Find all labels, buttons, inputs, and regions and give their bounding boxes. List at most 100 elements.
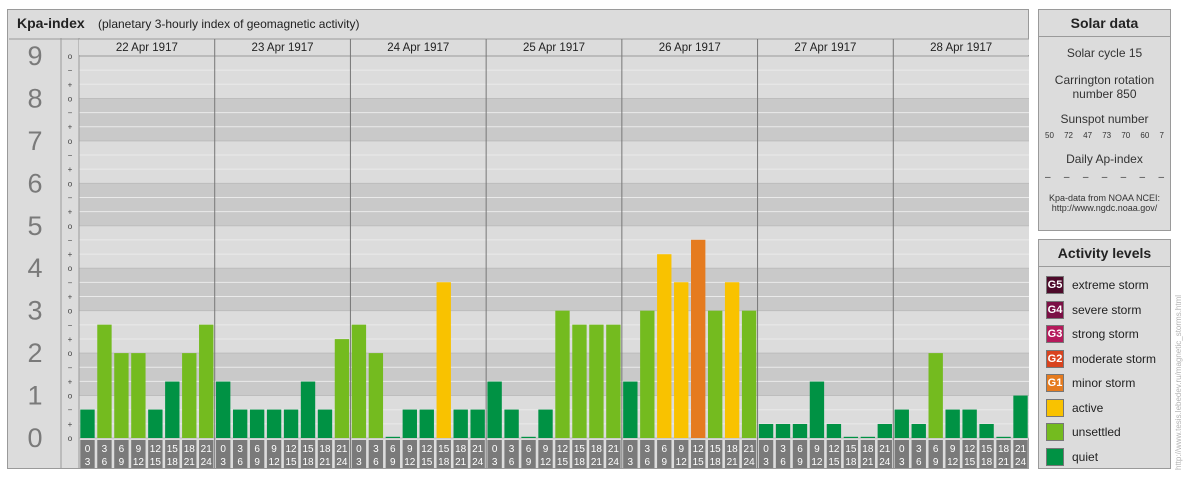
y-major-tick-label: 3 [27, 296, 42, 326]
interval-box [80, 440, 95, 468]
interval-box [165, 440, 180, 468]
activity-legend: G5 extreme storm G4 severe storm G3 strong … [1039, 267, 1170, 469]
kp-bar [182, 353, 197, 438]
kp-bar [436, 282, 451, 438]
y-minor-tick-label: o [68, 307, 73, 316]
y-minor-tick-label: + [68, 250, 73, 259]
y-major-tick-label: 7 [27, 126, 42, 156]
interval-end-label: 15 [285, 457, 297, 468]
kp-bar [419, 409, 434, 438]
kp-bar [368, 353, 384, 438]
interval-end-label: 21 [998, 457, 1010, 468]
legend-item-strong-storm: G3 strong storm [1039, 322, 1170, 347]
interval-end-label: 18 [845, 457, 857, 468]
kp-bar [707, 310, 723, 438]
interval-end-label: 12 [404, 457, 416, 468]
interval-box [521, 440, 536, 468]
interval-start-label: 6 [254, 444, 260, 455]
interval-start-label: 9 [543, 444, 549, 455]
interval-start-label: 0 [628, 444, 634, 455]
interval-end-label: 21 [591, 457, 603, 468]
kp-bar [928, 353, 943, 438]
interval-box [657, 440, 672, 468]
interval-start-label: 15 [167, 444, 179, 455]
interval-start-label: 0 [220, 444, 226, 455]
interval-start-label: 3 [916, 444, 922, 455]
interval-end-label: 9 [933, 457, 939, 468]
interval-box [453, 440, 468, 468]
interval-start-label: 0 [85, 444, 91, 455]
kp-bar [131, 353, 146, 438]
y-minor-tick-label: + [68, 208, 73, 217]
y-minor-tick-label: + [68, 420, 73, 429]
y-minor-tick-label: + [68, 80, 73, 89]
legend-item-active: active [1039, 396, 1170, 421]
interval-end-label: 6 [373, 457, 379, 468]
interval-start-label: 0 [899, 444, 905, 455]
interval-start-label: 18 [591, 444, 603, 455]
kp-bar [741, 310, 757, 438]
interval-start-label: 12 [285, 444, 297, 455]
interval-box [962, 440, 977, 468]
interval-box [877, 440, 892, 468]
y-minor-tick-label: + [68, 123, 73, 132]
kp-bar [538, 409, 553, 438]
kp-bar [232, 409, 248, 438]
interval-end-label: 9 [390, 457, 396, 468]
legend-label: severe storm [1072, 302, 1142, 317]
day-label: 25 Apr 1917 [523, 42, 585, 54]
interval-end-label: 3 [899, 457, 905, 468]
interval-start-label: 12 [693, 444, 705, 455]
interval-box [572, 440, 587, 468]
interval-end-label: 9 [254, 457, 260, 468]
kp-band [79, 56, 1029, 99]
y-major-tick-label: 5 [27, 211, 42, 241]
legend-swatch: G5 [1046, 276, 1064, 295]
kp-bar [80, 409, 95, 438]
ap-index-value: – [1139, 172, 1146, 183]
y-minor-tick-label: − [68, 193, 73, 202]
kp-bar [453, 409, 468, 438]
kp-bar [249, 409, 265, 438]
kp-bar [334, 339, 350, 438]
legend-swatch: G3 [1046, 325, 1064, 344]
y-minor-tick-label: + [68, 165, 73, 174]
solar-cycle: Solar cycle 15 [1066, 46, 1143, 60]
y-minor-tick-label: − [68, 109, 73, 118]
interval-end-label: 3 [628, 457, 634, 468]
interval-box [691, 440, 706, 468]
interval-end-label: 6 [237, 457, 243, 468]
kp-bar [657, 254, 672, 438]
interval-end-label: 12 [811, 457, 823, 468]
kp-bar [300, 381, 316, 438]
ap-index-value: – [1082, 172, 1089, 183]
interval-end-label: 18 [302, 457, 314, 468]
legend-swatch [1046, 398, 1064, 417]
kp-bar [877, 423, 892, 438]
interval-start-label: 0 [356, 444, 362, 455]
interval-start-label: 21 [608, 444, 620, 455]
interval-end-label: 24 [472, 457, 484, 468]
interval-start-label: 18 [319, 444, 331, 455]
interval-start-label: 3 [645, 444, 651, 455]
kp-bar [317, 409, 333, 438]
interval-end-label: 15 [557, 457, 569, 468]
ap-index-value: – [1063, 172, 1070, 183]
kp-bar [521, 436, 536, 438]
day-label: 22 Apr 1917 [116, 42, 178, 54]
activity-levels-title: Activity levels [1039, 240, 1170, 267]
interval-box [606, 440, 621, 468]
legend-label: minor storm [1072, 376, 1136, 391]
ap-index-value: – [1045, 172, 1051, 183]
interval-start-label: 21 [879, 444, 891, 455]
ap-index-value: – [1120, 172, 1127, 183]
y-minor-tick-label: o [68, 137, 73, 146]
interval-box [555, 440, 570, 468]
y-major-tick-label: 9 [27, 41, 42, 71]
y-minor-tick-label: o [68, 349, 73, 358]
interval-start-label: 3 [373, 444, 379, 455]
interval-box [538, 440, 553, 468]
kp-bar [266, 409, 282, 438]
interval-end-label: 18 [981, 457, 993, 468]
interval-end-label: 24 [336, 457, 348, 468]
